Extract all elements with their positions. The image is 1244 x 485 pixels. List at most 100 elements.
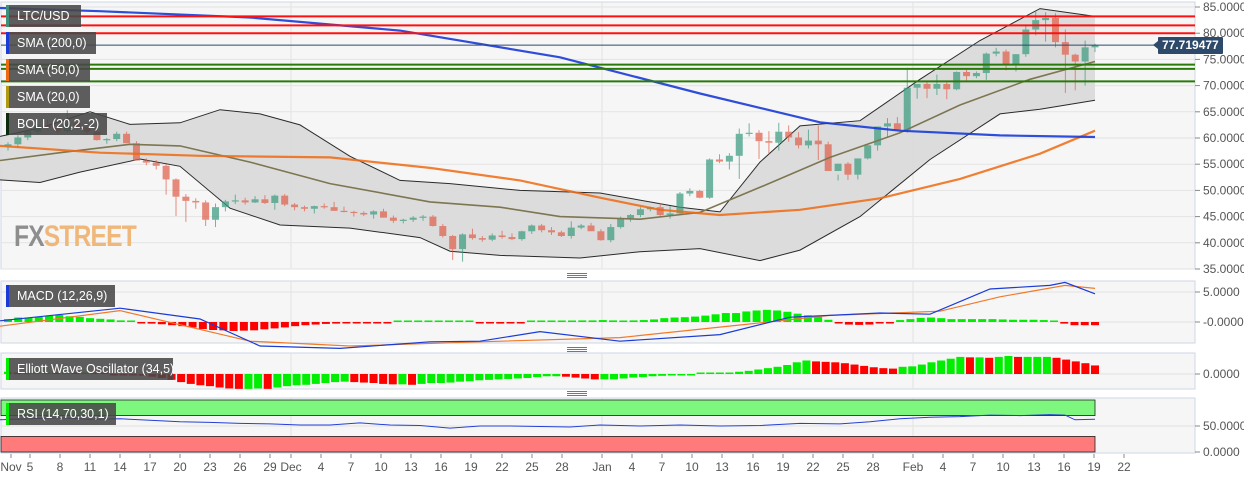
candle-body bbox=[587, 225, 595, 232]
x-axis-label: 19 bbox=[776, 460, 790, 474]
candle bbox=[103, 138, 111, 144]
macd-histogram-bar bbox=[978, 319, 987, 322]
ewo-bar bbox=[831, 362, 840, 374]
x-axis-label: 7 bbox=[659, 460, 666, 474]
legend-ewo[interactable]: Elliott Wave Oscillator (34,5) bbox=[6, 358, 174, 380]
macd-histogram-bar bbox=[814, 316, 823, 322]
y-axis-label: 0.0000 bbox=[1203, 445, 1240, 459]
ewo-bar bbox=[658, 374, 667, 376]
panel-resize-handle-macd[interactable] bbox=[567, 273, 587, 279]
ewo-bar bbox=[292, 374, 301, 386]
macd-histogram-bar bbox=[444, 320, 453, 322]
candle bbox=[834, 163, 842, 181]
macd-histogram-bar bbox=[434, 320, 443, 322]
x-axis-label: 4 bbox=[940, 460, 947, 474]
macd-histogram-bar bbox=[855, 322, 864, 325]
macd-histogram-bar bbox=[34, 316, 43, 322]
legend-macd[interactable]: MACD (12,26,9) bbox=[6, 285, 115, 307]
candle-body bbox=[528, 225, 536, 232]
ewo-bar bbox=[379, 374, 388, 384]
legend-boll[interactable]: BOLL (20,2,-2) bbox=[6, 113, 107, 135]
legend-label: SMA (50,0) bbox=[17, 63, 80, 77]
ewo-bar bbox=[581, 374, 590, 379]
candle-body bbox=[320, 206, 328, 208]
legend-rsi[interactable]: RSI (14,70,30,1) bbox=[6, 403, 116, 425]
candle-body bbox=[291, 204, 299, 208]
macd-histogram-bar bbox=[1019, 319, 1028, 322]
legend-color-swatch bbox=[6, 113, 9, 135]
x-axis-label: 17 bbox=[143, 460, 157, 474]
panel-resize-handle-rsi[interactable] bbox=[567, 391, 587, 397]
ewo-bar bbox=[465, 374, 474, 382]
x-axis-label: 25 bbox=[836, 460, 850, 474]
x-axis-label: 25 bbox=[525, 460, 539, 474]
ewo-bar bbox=[571, 374, 580, 378]
candle-body bbox=[577, 225, 585, 228]
legend-ltcusd[interactable]: LTC/USD bbox=[6, 5, 81, 27]
candle-body bbox=[567, 227, 575, 236]
candle-body bbox=[923, 84, 931, 89]
candle bbox=[1081, 40, 1089, 86]
legend-color-swatch bbox=[6, 358, 9, 380]
macd-histogram-bar bbox=[926, 317, 935, 322]
ewo-bar bbox=[1071, 361, 1080, 374]
candle bbox=[548, 227, 555, 235]
macd-histogram-bar bbox=[947, 319, 956, 322]
macd-histogram-bar bbox=[998, 319, 1007, 322]
candle bbox=[488, 233, 496, 242]
macd-histogram-bar bbox=[537, 320, 546, 322]
ewo-bar bbox=[1004, 356, 1013, 374]
y-axis-label: 85.0000 bbox=[1203, 0, 1244, 14]
candle bbox=[1022, 24, 1030, 57]
candle bbox=[972, 71, 980, 79]
candle-body bbox=[419, 216, 427, 218]
candle bbox=[1071, 53, 1079, 91]
macd-histogram-bar bbox=[834, 322, 843, 324]
ewo-bar bbox=[369, 374, 378, 383]
candle-body bbox=[389, 217, 397, 221]
candle bbox=[706, 158, 714, 199]
macd-histogram-bar bbox=[742, 311, 751, 322]
macd-histogram-bar bbox=[96, 318, 105, 322]
ewo-bar bbox=[956, 356, 965, 374]
macd-histogram-bar bbox=[803, 315, 812, 322]
candle-body bbox=[963, 71, 971, 77]
candle bbox=[903, 67, 911, 133]
candle bbox=[567, 221, 575, 239]
candle-body bbox=[943, 84, 951, 90]
ewo-bar bbox=[350, 374, 359, 383]
ewo-bar bbox=[263, 374, 272, 389]
ewo-bar bbox=[869, 367, 878, 374]
legend-sma20[interactable]: SMA (20,0) bbox=[6, 86, 90, 108]
candle bbox=[478, 235, 486, 242]
panel-resize-handle-ewo[interactable] bbox=[567, 347, 587, 353]
candle bbox=[528, 224, 536, 234]
ewo-bar bbox=[1023, 356, 1032, 374]
candle-body bbox=[765, 141, 773, 143]
legend-sma50[interactable]: SMA (50,0) bbox=[6, 59, 90, 81]
x-axis-label: 20 bbox=[173, 460, 187, 474]
candle bbox=[923, 80, 931, 99]
candle-body bbox=[132, 143, 140, 161]
macd-histogram-bar bbox=[762, 309, 771, 322]
x-axis-label: 28 bbox=[866, 460, 880, 474]
ewo-bar bbox=[186, 374, 195, 384]
macd-histogram-bar bbox=[219, 322, 228, 331]
ewo-bar bbox=[533, 374, 542, 378]
candle-body bbox=[548, 230, 555, 233]
ewo-bar bbox=[504, 374, 513, 379]
candle-body bbox=[281, 195, 289, 205]
legend-sma200[interactable]: SMA (200,0) bbox=[6, 32, 96, 54]
macd-histogram-bar bbox=[311, 322, 320, 325]
macd-histogram-bar bbox=[116, 320, 125, 322]
ewo-bar bbox=[282, 374, 291, 387]
ewo-bar bbox=[1014, 356, 1023, 374]
ewo-bar bbox=[1091, 365, 1099, 374]
candle bbox=[666, 206, 674, 219]
macd-histogram-bar bbox=[547, 320, 556, 322]
legend-color-swatch bbox=[6, 86, 9, 108]
candle-body bbox=[627, 215, 635, 219]
candle bbox=[933, 74, 941, 96]
